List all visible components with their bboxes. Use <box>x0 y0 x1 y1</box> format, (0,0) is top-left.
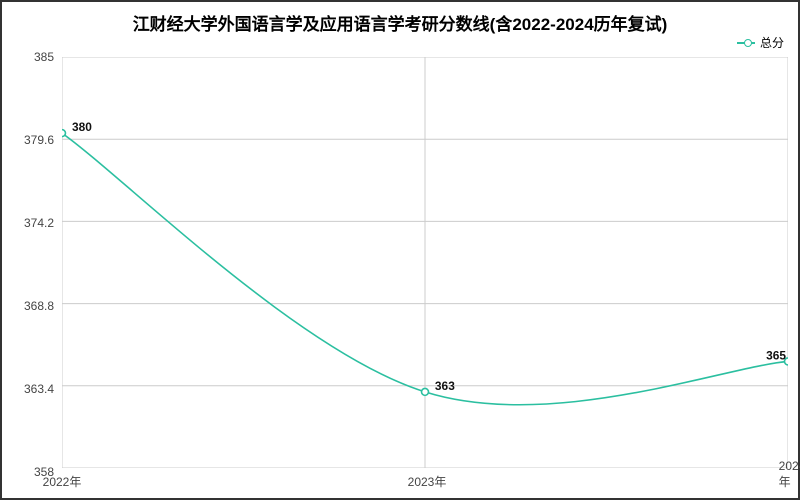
y-tick-label: 368.8 <box>4 299 54 313</box>
data-point <box>62 130 65 137</box>
y-tick-label: 363.4 <box>4 382 54 396</box>
x-tick-label: 2023年 <box>408 473 447 490</box>
legend-label: 总分 <box>760 34 784 51</box>
chart-title: 江财经大学外国语言学及应用语言学考研分数线(含2022-2024历年复试) <box>2 10 798 35</box>
plot-area: 380 363 365 <box>62 57 788 468</box>
y-tick-label: 379.6 <box>4 133 54 147</box>
data-label: 380 <box>72 120 92 134</box>
x-tick-label: 2024年 <box>779 459 800 490</box>
gridlines <box>62 57 788 468</box>
y-tick-label: 385 <box>4 50 54 64</box>
data-labels: 380 363 365 <box>72 120 786 393</box>
line-chart: 江财经大学外国语言学及应用语言学考研分数线(含2022-2024历年复试) 总分… <box>0 0 800 500</box>
x-tick-label: 2022年 <box>43 473 82 490</box>
legend: 总分 <box>737 34 784 51</box>
data-point <box>422 388 429 395</box>
chart-svg: 380 363 365 <box>62 57 788 468</box>
data-label: 365 <box>766 348 786 362</box>
legend-swatch-icon <box>737 42 755 44</box>
data-label: 363 <box>435 379 455 393</box>
y-tick-label: 374.2 <box>4 216 54 230</box>
